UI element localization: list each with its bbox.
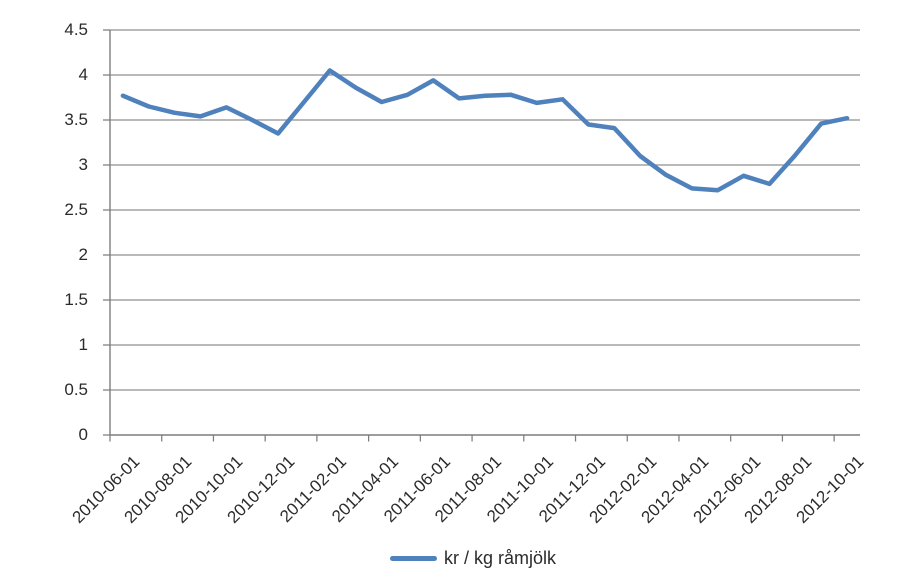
series-line: [120, 68, 850, 193]
y-tick-label: 2.5: [64, 200, 88, 219]
y-tick-label: 3: [78, 155, 88, 174]
legend-label: kr / kg råmjölk: [444, 547, 557, 568]
legend: kr / kg råmjölk: [390, 546, 556, 570]
y-tick-label: 1: [78, 335, 88, 354]
y-tick-label: 0: [78, 425, 88, 444]
y-tick-label: 2: [78, 245, 88, 264]
legend-line-swatch: [390, 555, 437, 561]
y-tick-label: 0.5: [64, 380, 88, 399]
y-tick-label: 3.5: [64, 110, 88, 129]
y-tick-label: 4.5: [64, 20, 88, 39]
y-tick-label: 1.5: [64, 290, 88, 309]
y-tick-label: 4: [78, 65, 88, 84]
